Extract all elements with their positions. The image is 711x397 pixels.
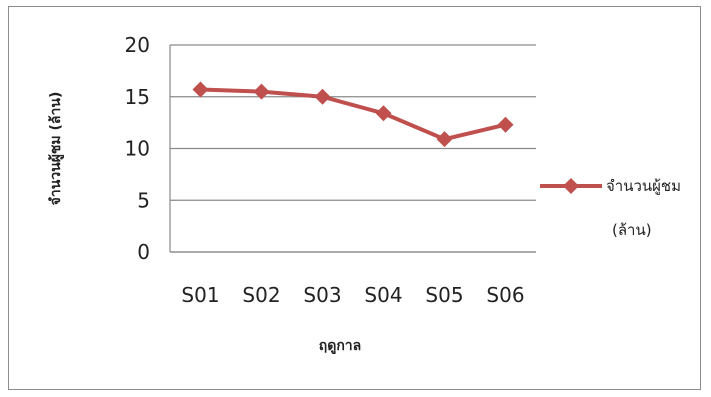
y-tick-label: 0 — [137, 240, 150, 264]
data-point-marker — [375, 105, 392, 122]
chart-frame — [8, 6, 701, 390]
legend-label-line2: (ล้าน) — [612, 221, 652, 239]
x-tick-label: S06 — [486, 283, 524, 307]
x-axis-title: ฤดูกาล — [319, 338, 362, 354]
x-tick-label: S05 — [425, 283, 463, 307]
x-tick-label: S04 — [364, 283, 402, 307]
data-point-marker — [314, 88, 331, 105]
x-tick-label: S02 — [242, 283, 280, 307]
y-axis-title: จำนวนผู้ชม (ล้าน) — [48, 92, 64, 206]
y-tick-label: 5 — [137, 188, 150, 212]
series-line — [200, 87, 506, 142]
legend-label-line1: จำนวนผู้ชม — [606, 177, 681, 195]
x-tick-label: S01 — [181, 283, 219, 307]
data-point-marker — [192, 81, 209, 98]
data-point-marker — [253, 83, 270, 100]
data-point-marker — [436, 131, 453, 148]
x-tick-label: S03 — [303, 283, 341, 307]
y-tick-label: 15 — [125, 85, 150, 109]
y-tick-label: 20 — [125, 33, 150, 57]
y-tick-label: 10 — [125, 137, 150, 161]
data-point-marker — [497, 116, 514, 133]
legend-marker — [563, 178, 579, 194]
